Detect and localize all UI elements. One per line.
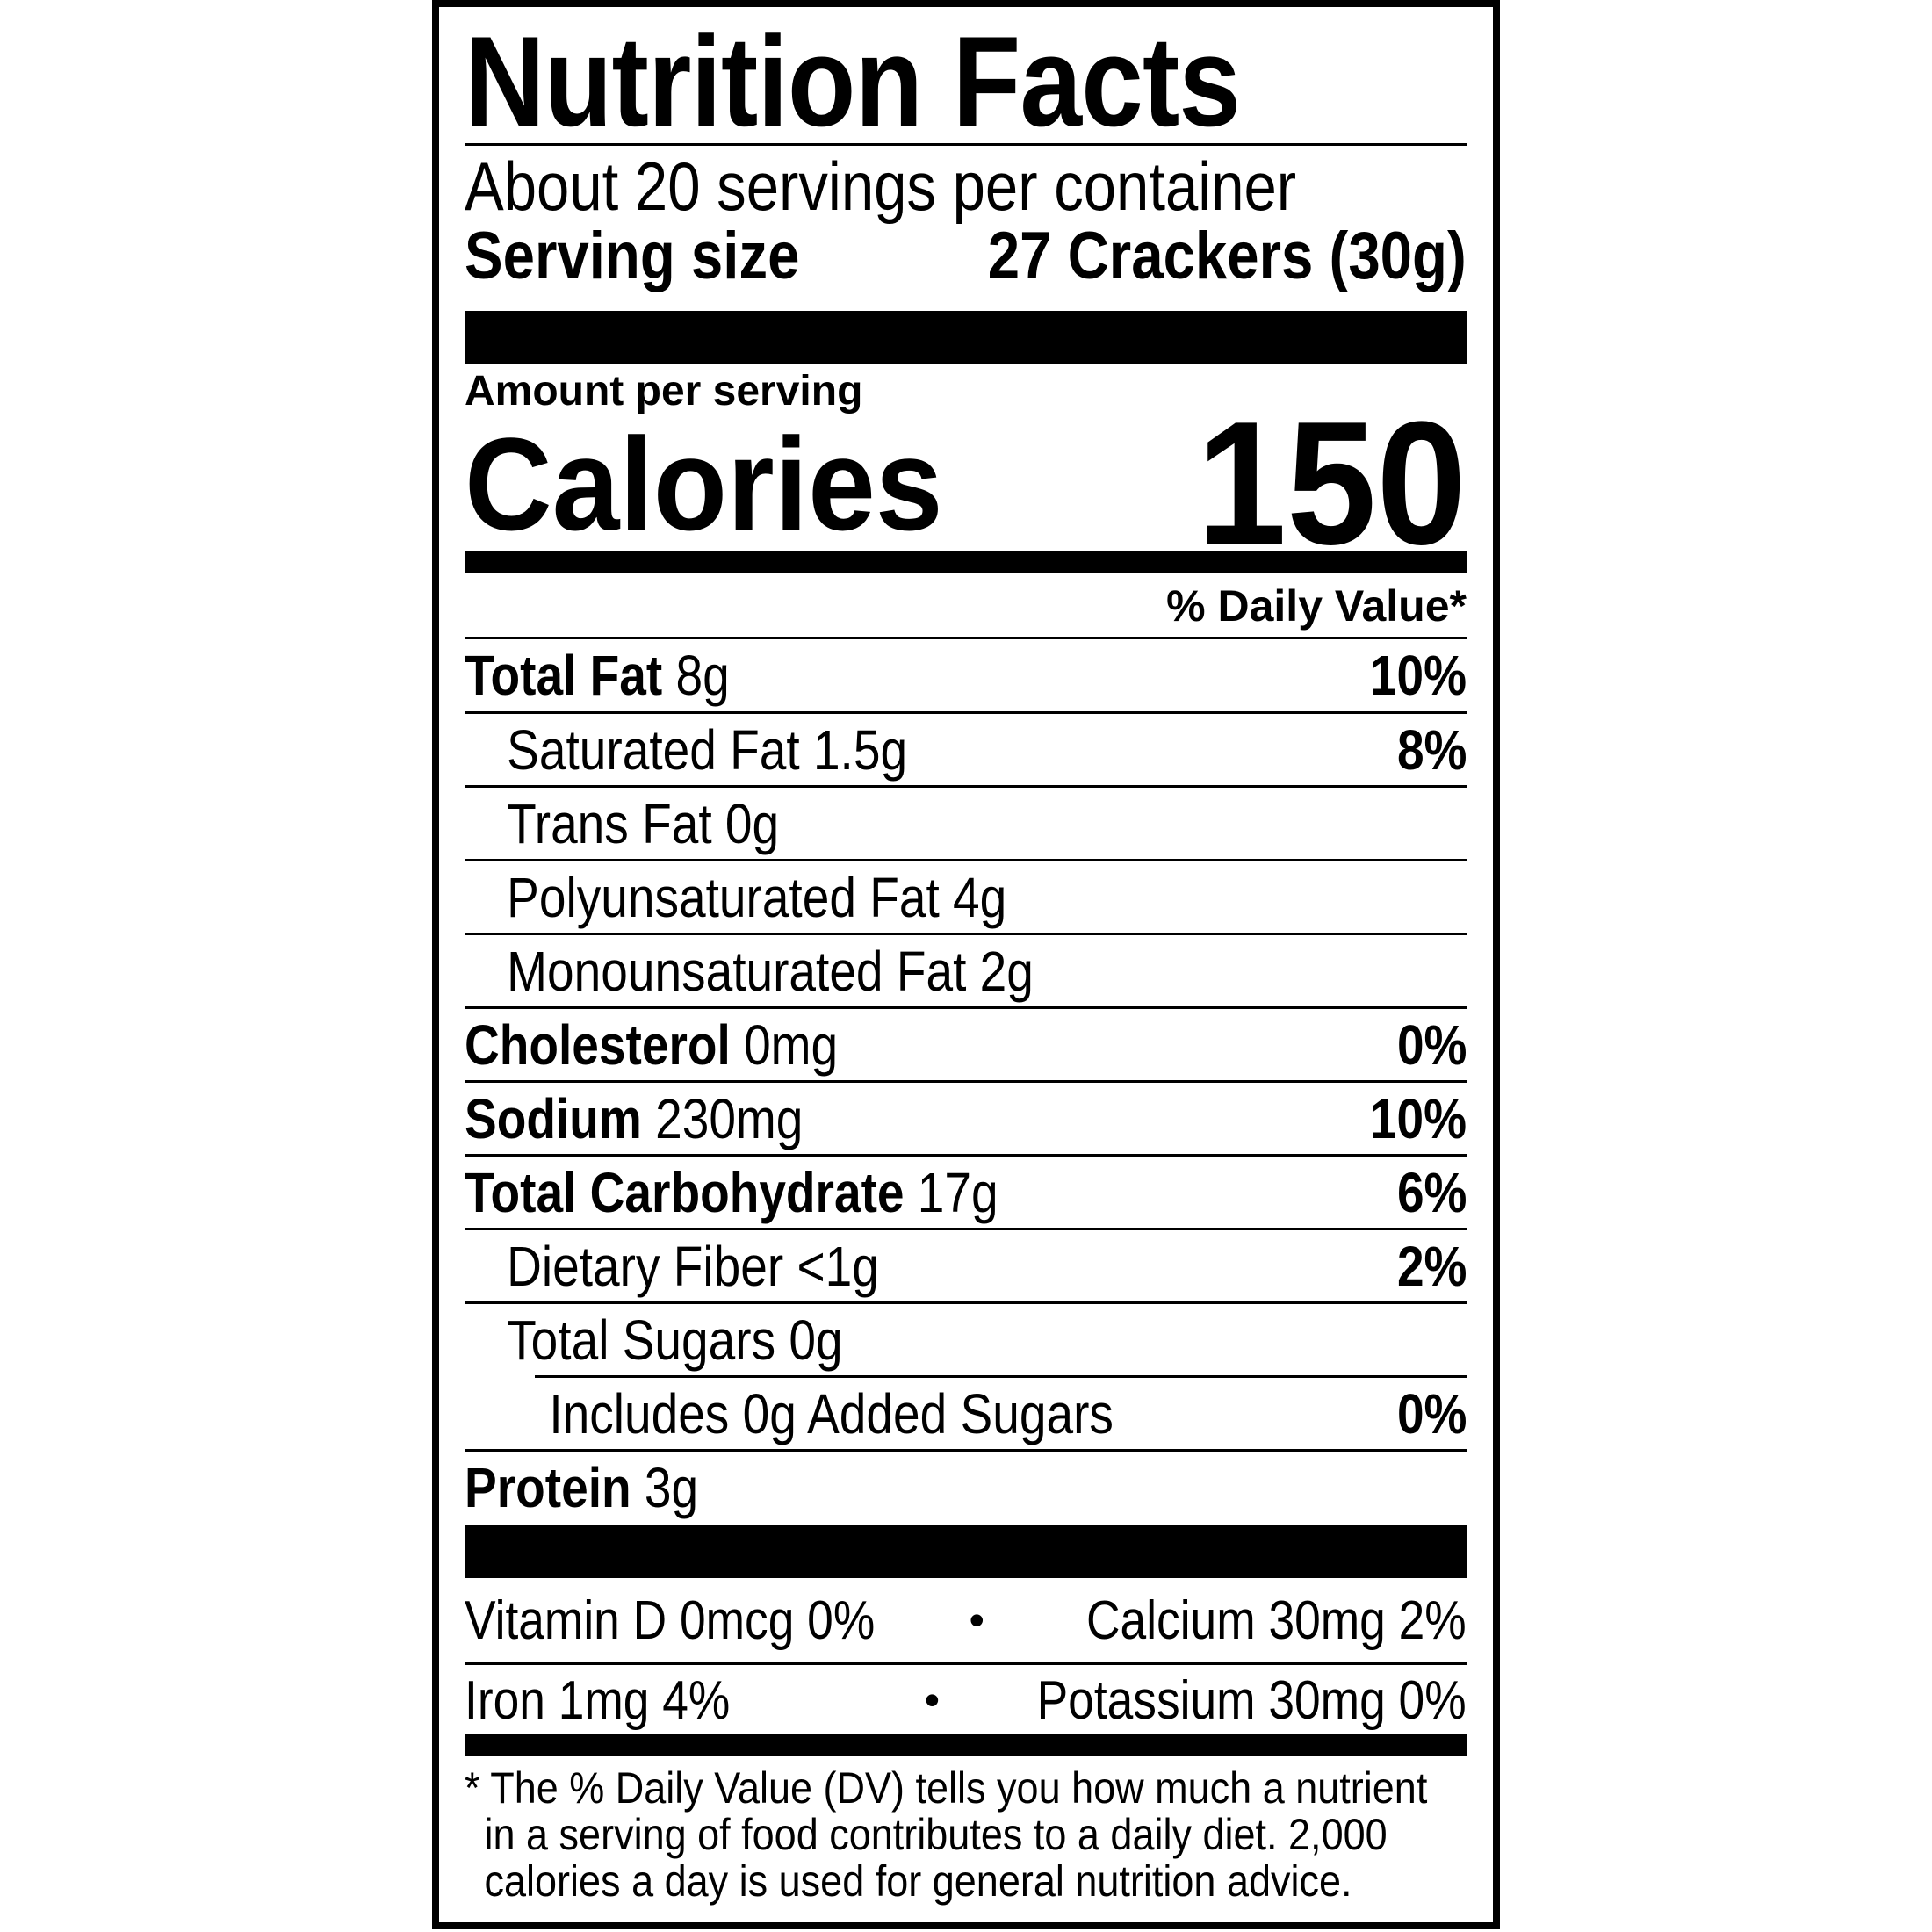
divider xyxy=(465,1154,1467,1157)
nutrient-label: Total Fat 8g xyxy=(465,643,730,708)
divider xyxy=(465,1301,1467,1304)
nutrient-amount: 8g xyxy=(675,644,730,707)
nutrient-name: Saturated Fat 1.5g xyxy=(507,718,908,782)
divider xyxy=(465,785,1467,788)
vitamin-row: Iron 1mg 4% • Potassium 30mg 0% xyxy=(465,1665,1467,1735)
daily-value-percent: 8% xyxy=(1396,718,1467,782)
calories-label: Calories xyxy=(465,410,943,558)
nutrient-label: Dietary Fiber <1g xyxy=(465,1234,879,1299)
iron: Iron 1mg 4% xyxy=(465,1669,731,1731)
nutrient-label: Includes 0g Added Sugars xyxy=(465,1381,1114,1446)
divider xyxy=(465,859,1467,861)
nutrient-name: Protein xyxy=(465,1456,631,1519)
nutrient-row: Polyunsaturated Fat 4g xyxy=(465,862,1467,933)
nutrient-row: Cholesterol 0mg 0% xyxy=(465,1010,1467,1080)
nutrient-label: Trans Fat 0g xyxy=(465,791,779,856)
divider xyxy=(465,933,1467,935)
thick-bar xyxy=(465,1525,1467,1578)
nutrient-label: Total Sugars 0g xyxy=(465,1308,843,1373)
label-border xyxy=(432,0,1500,1929)
nutrient-label: Protein 3g xyxy=(465,1455,698,1520)
divider xyxy=(465,1080,1467,1083)
divider xyxy=(465,143,1467,146)
nutrient-row: Includes 0g Added Sugars 0% xyxy=(465,1379,1467,1449)
calcium: Calcium 30mg 2% xyxy=(1086,1590,1467,1651)
nutrient-row: Monounsaturated Fat 2g xyxy=(465,936,1467,1006)
vitamin-d: Vitamin D 0mcg 0% xyxy=(465,1590,876,1651)
footnote-line: in a serving of food contributes to a da… xyxy=(484,1810,1388,1859)
nutrient-row: Trans Fat 0g xyxy=(465,789,1467,859)
divider xyxy=(465,1662,1467,1665)
serving-size-label: Serving size xyxy=(465,219,800,293)
daily-value-percent: 0% xyxy=(1396,1382,1467,1445)
nutrient-name: Trans Fat 0g xyxy=(507,792,780,855)
nutrient-amount: 0mg xyxy=(744,1013,839,1077)
footnote-line: * The % Daily Value (DV) tells you how m… xyxy=(465,1763,1428,1813)
divider xyxy=(535,1375,1467,1378)
nutrient-label: Monounsaturated Fat 2g xyxy=(465,939,1034,1004)
divider xyxy=(465,1449,1467,1452)
daily-value-percent: 0% xyxy=(1396,1013,1467,1077)
nutrient-row: Sodium 230mg 10% xyxy=(465,1084,1467,1154)
nutrient-name: Total Carbohydrate xyxy=(465,1161,905,1224)
nutrient-label: Polyunsaturated Fat 4g xyxy=(465,865,1006,930)
nutrient-amount: 17g xyxy=(917,1161,998,1224)
divider xyxy=(465,637,1467,639)
serving-size-value: 27 Crackers (30g) xyxy=(988,219,1467,293)
divider xyxy=(465,1228,1467,1230)
thick-bar xyxy=(465,311,1467,364)
potassium: Potassium 30mg 0% xyxy=(1036,1669,1467,1731)
nutrient-name: Polyunsaturated Fat 4g xyxy=(507,866,1007,929)
daily-value-percent: 6% xyxy=(1396,1161,1467,1224)
footnote-line: calories a day is used for general nutri… xyxy=(484,1856,1352,1906)
nutrient-label: Total Carbohydrate 17g xyxy=(465,1160,998,1225)
nutrient-name: Monounsaturated Fat 2g xyxy=(507,940,1034,1003)
calories-value: 150 xyxy=(1196,386,1467,581)
amount-per-serving: Amount per serving xyxy=(465,368,863,415)
nutrient-name: Total Sugars 0g xyxy=(507,1308,843,1372)
nutrient-name: Cholesterol xyxy=(465,1013,731,1077)
divider xyxy=(465,711,1467,714)
daily-value-percent: 10% xyxy=(1369,644,1467,707)
nutrient-name: Dietary Fiber <1g xyxy=(507,1235,879,1298)
nutrient-label: Saturated Fat 1.5g xyxy=(465,717,907,782)
nutrient-row: Saturated Fat 1.5g 8% xyxy=(465,715,1467,785)
nutrient-row: Total Fat 8g 10% xyxy=(465,640,1467,710)
nutrient-row: Dietary Fiber <1g 2% xyxy=(465,1231,1467,1301)
calories-row: Calories 150 xyxy=(465,386,1467,581)
vitamin-row: Vitamin D 0mcg 0% • Calcium 30mg 2% xyxy=(465,1585,1467,1655)
servings-per-container: About 20 servings per container xyxy=(465,148,1297,225)
nutrient-name: Total Fat xyxy=(465,644,663,707)
nutrient-name: Includes 0g Added Sugars xyxy=(549,1382,1114,1445)
nutrient-row: Total Carbohydrate 17g 6% xyxy=(465,1157,1467,1228)
nutrient-amount: 230mg xyxy=(655,1087,804,1150)
footnote: * The % Daily Value (DV) tells you how m… xyxy=(465,1765,1467,1905)
daily-value-header: % Daily Value* xyxy=(1166,581,1467,631)
nutrient-row: Total Sugars 0g xyxy=(465,1305,1467,1375)
daily-value-percent: 2% xyxy=(1396,1235,1467,1298)
nutrient-label: Sodium 230mg xyxy=(465,1086,803,1151)
nutrient-row: Protein 3g xyxy=(465,1453,1467,1523)
nutrient-label: Cholesterol 0mg xyxy=(465,1013,838,1078)
divider xyxy=(465,1006,1467,1009)
bullet: • xyxy=(969,1596,985,1645)
medium-bar xyxy=(465,1734,1467,1756)
serving-size: Serving size 27 Crackers (30g) xyxy=(465,221,1467,292)
nutrient-name: Sodium xyxy=(465,1087,642,1150)
label-title: Nutrition Facts xyxy=(465,10,1241,153)
bullet: • xyxy=(924,1676,941,1725)
daily-value-percent: 10% xyxy=(1369,1087,1467,1150)
medium-bar xyxy=(465,551,1467,573)
nutrient-amount: 3g xyxy=(644,1456,699,1519)
